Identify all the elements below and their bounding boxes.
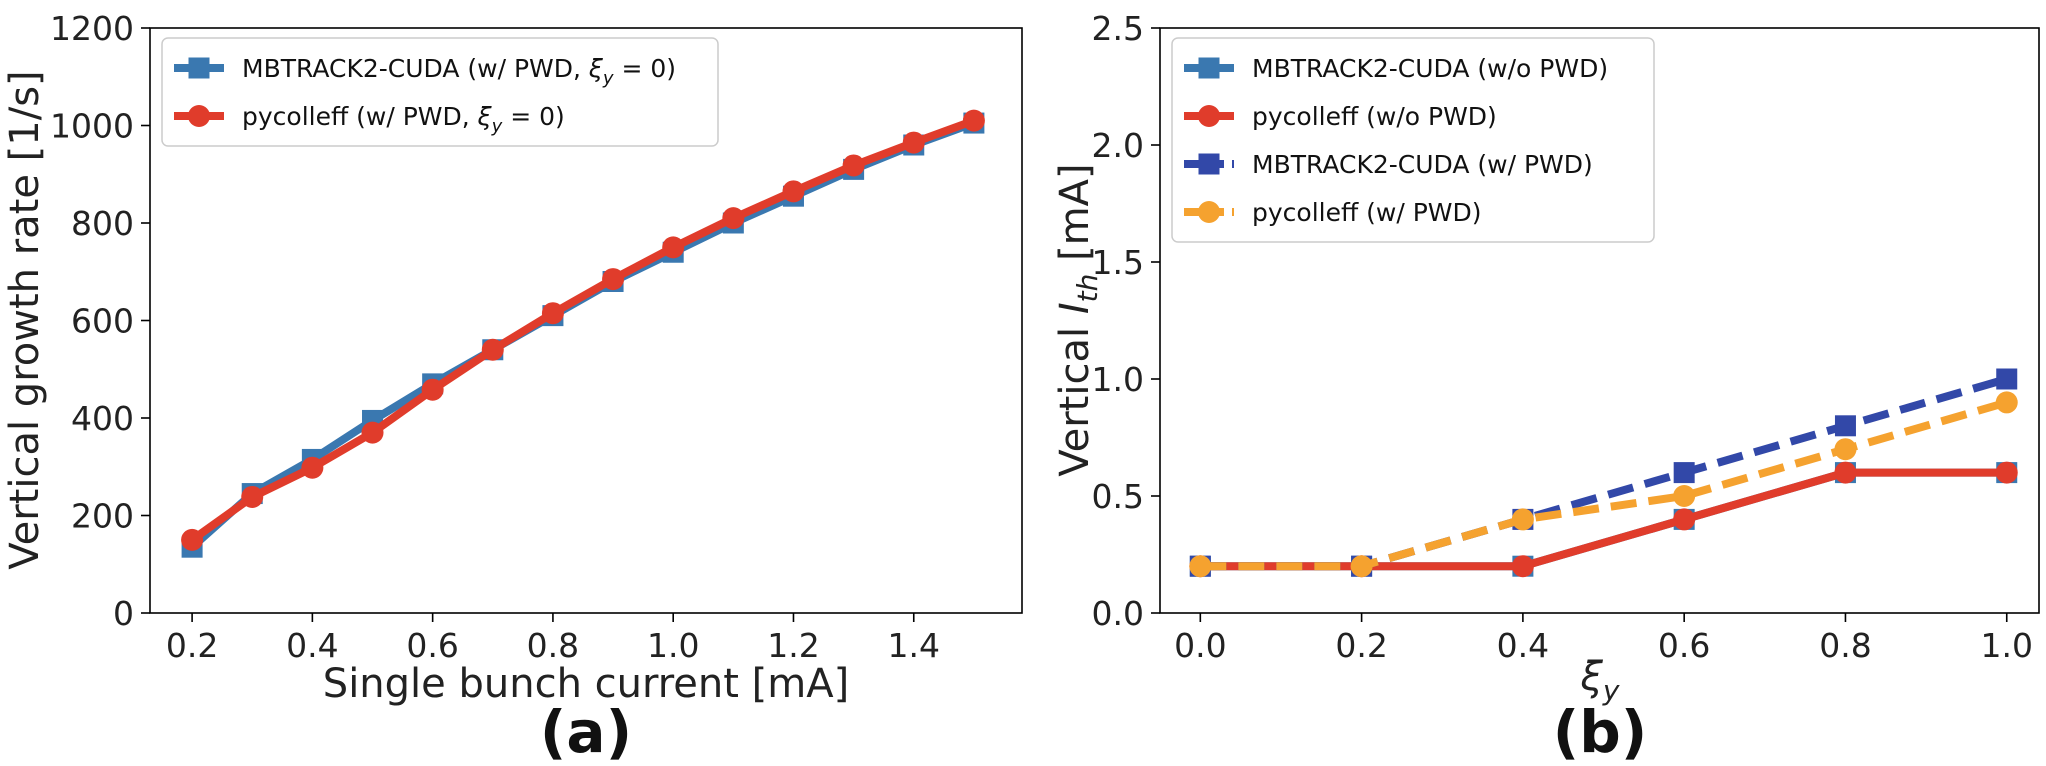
- panel-a-y-axis-label: Vertical growth rate [1/s]: [2, 70, 48, 569]
- panel-a-legend-label: pycolleff (w/ PWD, ξy = 0): [242, 102, 565, 137]
- panel-a-legend-marker: [188, 57, 210, 79]
- panel-b-data-point: [1511, 508, 1534, 531]
- panel-a-data-point: [902, 131, 925, 154]
- panel-a-data-point: [782, 180, 805, 203]
- panel-b-legend-label: pycolleff (w/ PWD): [1252, 198, 1482, 227]
- panel-b-x-tick-label: 0.8: [1819, 626, 1871, 665]
- panel-b-chart: 0.0 0.2 0.4 0.6 0.8 1.00.00.51.01.52.02.5 ξy …: [1052, 9, 2040, 766]
- panel-b-data-point: [1350, 555, 1373, 578]
- panel-b-data-point: [1834, 461, 1857, 484]
- panel-a-data-point: [481, 338, 504, 361]
- panel-b-data-point: [1995, 391, 2018, 414]
- panel-b-series: [1189, 368, 2018, 578]
- panel-a-legend: MBTRACK2-CUDA (w/ PWD, ξy = 0) pycolleff …: [161, 37, 719, 147]
- panel-b-x-tick-label: 1.0: [1981, 626, 2033, 665]
- panel-a-x-tick-label: 1.2: [767, 626, 819, 665]
- panel-b-label: (b): [1553, 698, 1648, 766]
- panel-b-plot-area: [1159, 27, 2040, 614]
- panel-a-data-point: [842, 154, 865, 177]
- panel-b-y-axis-label: Vertical Ith [mA]: [1052, 163, 1104, 476]
- panel-a-x-tick-label: 0.6: [406, 626, 458, 665]
- panel-b-y-axis-text: Vertical: [1052, 314, 1098, 476]
- panel-b-legend-item: pycolleff (w/o PWD): [1184, 102, 1497, 131]
- panel-b-y-tick-label: 2.0: [1092, 126, 1144, 165]
- panel-b-legend-marker: [1198, 105, 1220, 127]
- panel-a-data-point: [181, 528, 204, 551]
- panel-a-series: [181, 109, 985, 558]
- panel-a-x-tick-label: 0.2: [166, 626, 218, 665]
- panel-b-x-axis-label: ξy: [1580, 654, 1620, 707]
- panel-b-legend-item: MBTRACK2-CUDA (w/ PWD): [1184, 150, 1593, 179]
- panel-b-x-tick-label: 0.6: [1658, 626, 1710, 665]
- panel-b-data-point: [1995, 461, 2018, 484]
- panel-a-x-tick-label: 0.4: [286, 626, 338, 665]
- panel-b-legend-marker: [1198, 201, 1220, 223]
- panel-a-data-point: [361, 421, 384, 444]
- panel-a-legend-box: [161, 37, 719, 147]
- panel-b-legend-box: [1171, 37, 1655, 243]
- panel-a-x-axis-label: Single bunch current [mA]: [323, 661, 849, 707]
- panel-a-data-point: [541, 302, 564, 325]
- panel-b-data-point: [1511, 555, 1534, 578]
- panel-b-x-axis-symbol: ξ: [1580, 654, 1604, 700]
- panel-a-data-point: [241, 485, 264, 508]
- panel-b-data-point: [1834, 438, 1857, 461]
- panel-b-y-tick-label: 1.5: [1092, 243, 1144, 282]
- panel-a-y-tick-label: 600: [71, 302, 134, 341]
- panel-b-axes: 0.0 0.2 0.4 0.6 0.8 1.0 0.0 0.5 1.0 1.5 2.0 2.5: [1092, 9, 2033, 665]
- panel-b-y-tick-label: 0.0: [1092, 594, 1144, 633]
- panel-b-legend-marker: [1198, 57, 1220, 79]
- panel-a-legend-label: MBTRACK2-CUDA (w/ PWD, ξy = 0): [242, 54, 676, 89]
- panel-a-y-tick-label: 400: [71, 399, 134, 438]
- panel-a-data-point: [421, 378, 444, 401]
- panel-b-data-point: [1673, 508, 1696, 531]
- panel-b-data-point: [1834, 415, 1856, 437]
- panel-b-legend-marker: [1198, 153, 1220, 175]
- panel-b-y-axis-subscript: th: [1071, 274, 1104, 303]
- panel-b-x-axis-subscript: y: [1602, 674, 1620, 707]
- panel-b-y-axis-symbol: I: [1052, 302, 1098, 314]
- panel-b-legend-label: pycolleff (w/o PWD): [1252, 102, 1497, 131]
- panel-a-data-point: [662, 236, 685, 259]
- panel-b-x-tick-label: 0.0: [1174, 626, 1226, 665]
- panel-b-legend-item: pycolleff (w/ PWD): [1184, 198, 1482, 227]
- panel-b-x-tick-label: 0.4: [1497, 626, 1549, 665]
- panel-a-label: (a): [540, 698, 632, 766]
- panel-b-legend-item: MBTRACK2-CUDA (w/o PWD): [1184, 54, 1608, 83]
- panel-a-y-tick-label: 0: [113, 594, 134, 633]
- panel-a-data-point: [722, 207, 745, 230]
- panel-a-legend-item: MBTRACK2-CUDA (w/ PWD, ξy = 0): [174, 54, 676, 89]
- panel-a-data-point: [962, 109, 985, 132]
- panel-b-legend: MBTRACK2-CUDA (w/o PWD) pycolleff (w/o PW…: [1171, 37, 1655, 243]
- panel-a-chart: 0.2 0.4 0.6 0.8 1.0 1.2 1.4 0 200 400 600 800 1000 12…: [2, 9, 1023, 766]
- panel-b-legend-label: MBTRACK2-CUDA (w/o PWD): [1252, 54, 1608, 83]
- panel-b-series-4: [1189, 391, 2018, 578]
- panel-a-series-2: [181, 109, 985, 551]
- panel-a-data-point: [602, 268, 625, 291]
- panel-a-axes: 0.2 0.4 0.6 0.8 1.0 1.2 1.4 0 200 400 600 800 1000 12…: [50, 9, 940, 665]
- panel-a-legend-marker: [188, 105, 210, 127]
- panel-a-x-tick-label: 0.8: [527, 626, 579, 665]
- panel-b-series-line: [1200, 398, 2008, 571]
- panel-a-y-tick-label: 1000: [50, 107, 134, 146]
- panel-a-legend-item: pycolleff (w/ PWD, ξy = 0): [174, 102, 565, 137]
- panel-b-y-tick-label: 1.0: [1092, 360, 1144, 399]
- panel-a-y-tick-label: 800: [71, 204, 134, 243]
- panel-a-y-tick-label: 1200: [50, 9, 134, 48]
- panel-b-legend-label: MBTRACK2-CUDA (w/ PWD): [1252, 150, 1593, 179]
- panel-b-y-tick-label: 2.5: [1092, 9, 1144, 48]
- panel-a-y-tick-label: 200: [71, 497, 134, 536]
- panel-b-data-point: [1673, 485, 1696, 507]
- panel-b-y-axis-unit: [mA]: [1052, 163, 1098, 273]
- panel-b-data-point: [1673, 462, 1695, 484]
- panel-b-data-point: [1189, 555, 1212, 578]
- panel-a-x-tick-label: 1.0: [647, 626, 699, 665]
- panel-b-x-tick-label: 0.2: [1335, 626, 1387, 665]
- panel-b-y-tick-label: 0.5: [1092, 477, 1144, 516]
- panel-b-data-point: [1996, 368, 2018, 390]
- panel-a-data-point: [301, 456, 324, 479]
- panel-a-x-tick-label: 1.4: [888, 626, 940, 665]
